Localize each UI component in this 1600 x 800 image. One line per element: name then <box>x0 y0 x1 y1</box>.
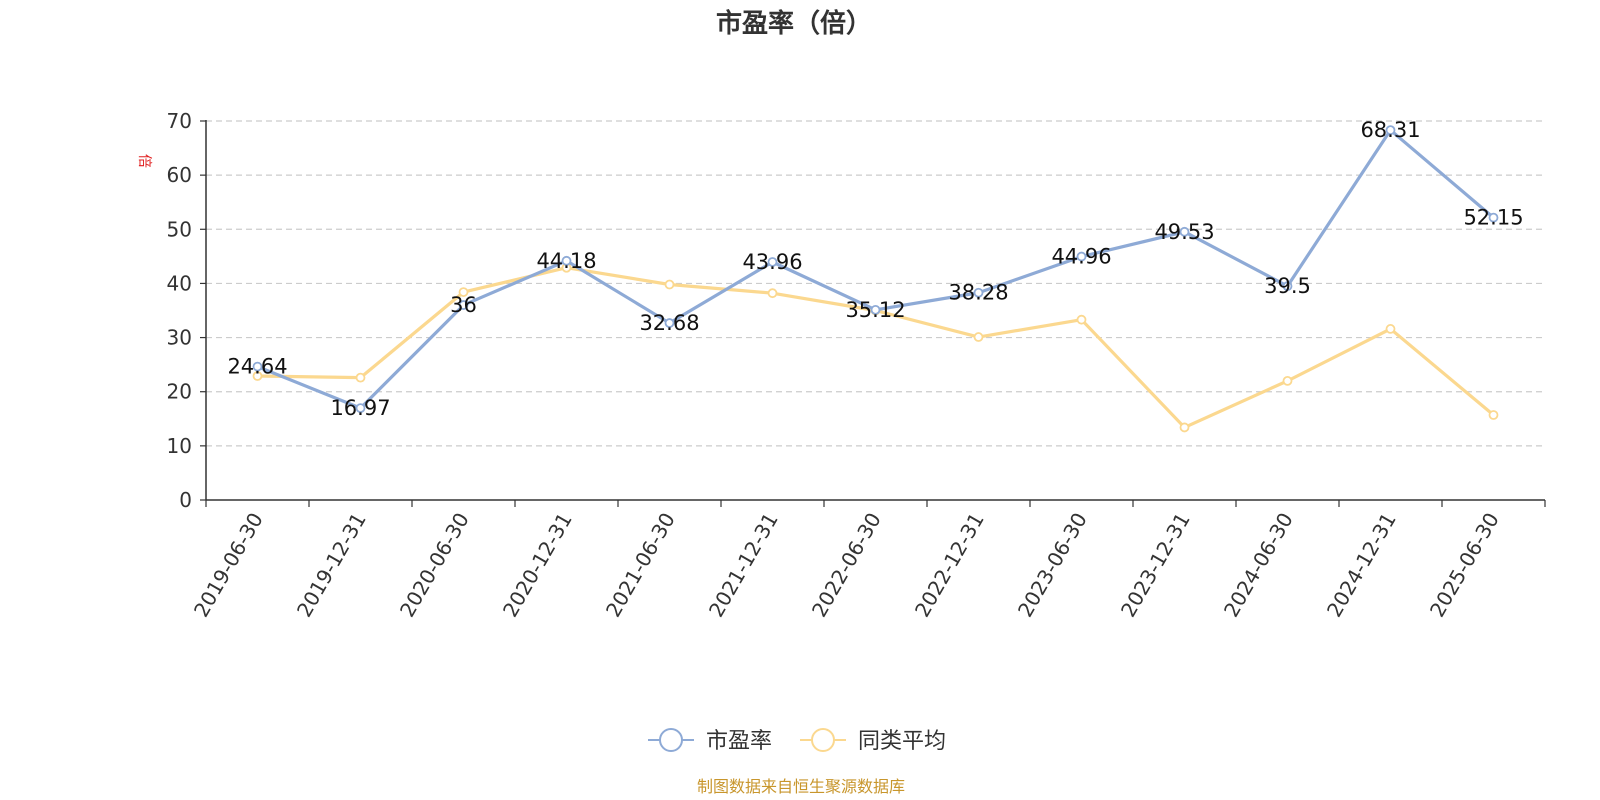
x-tick-label: 2022-06-30 <box>807 509 886 622</box>
data-label-pe: 36 <box>450 293 477 317</box>
data-point-peer-average <box>1076 314 1087 325</box>
data-point-pe <box>1488 212 1499 223</box>
y-axis-unit-label: 倍 <box>136 154 152 168</box>
data-point-pe <box>664 318 675 328</box>
x-tick-label: 2021-06-30 <box>601 509 680 622</box>
legend-label-peer-average: 同类平均 <box>858 729 946 754</box>
x-tick-label: 2025-06-30 <box>1425 509 1504 622</box>
series-line-pe <box>256 128 1495 410</box>
data-label-pe: 43.96 <box>742 250 802 274</box>
legend-marker-peer-average <box>811 728 835 752</box>
data-point-pe <box>252 361 263 372</box>
y-axis-ticks: 0 10 20 30 40 50 60 70 <box>167 109 206 512</box>
data-point-peer-average <box>767 288 778 299</box>
data-point-pe <box>973 287 984 298</box>
data-label-pe: 52.15 <box>1463 206 1523 230</box>
x-axis-ticks: 2019-06-30 2019-12-31 2020-06-30 2020-12-31… <box>189 500 1546 622</box>
data-point-pe <box>1076 251 1087 262</box>
chart-title: 市盈率（倍） <box>716 8 872 39</box>
data-point-peer-average <box>664 279 675 290</box>
data-label-pe: 68.31 <box>1360 118 1420 142</box>
x-tick-label: 2022-12-31 <box>910 509 989 622</box>
x-tick-label: 2024-12-31 <box>1322 509 1401 622</box>
data-point-pe <box>767 257 778 267</box>
data-label-pe: 44.18 <box>536 249 596 273</box>
data-source-note: 制图数据来自恒生聚源数据库 <box>697 777 905 796</box>
x-tick-label: 2023-12-31 <box>1116 509 1195 622</box>
data-label-pe: 35.12 <box>845 298 905 322</box>
data-point-pe <box>1385 125 1396 136</box>
data-point-pe <box>561 255 572 266</box>
data-point-pe <box>1282 281 1293 292</box>
data-label-pe: 39.5 <box>1264 274 1311 298</box>
data-point-pe <box>458 300 469 310</box>
x-tick-label: 2019-12-31 <box>292 509 371 622</box>
y-tick-label: 10 <box>167 434 192 458</box>
data-point-peer-average <box>1385 324 1396 334</box>
data-point-pe <box>1179 226 1190 237</box>
y-tick-label: 70 <box>167 109 192 133</box>
data-point-pe <box>355 403 366 414</box>
legend-marker-pe <box>659 728 683 752</box>
data-point-peer-average <box>355 372 366 383</box>
x-tick-label: 2019-06-30 <box>189 509 268 622</box>
x-tick-label: 2024-06-30 <box>1219 509 1298 622</box>
x-tick-label: 2020-12-31 <box>498 509 577 622</box>
series-group <box>252 125 1499 433</box>
axes <box>205 120 1545 501</box>
data-point-peer-average <box>1488 410 1499 420</box>
data-point-peer-average <box>1282 375 1293 386</box>
data-point-peer-average <box>973 332 984 342</box>
data-point-peer-average <box>1179 422 1190 433</box>
data-label-pe: 32.68 <box>639 311 699 335</box>
data-label-pe: 24.64 <box>227 355 287 379</box>
legend-item-peer-average[interactable]: 同类平均 <box>800 728 946 754</box>
grid-lines <box>206 120 1545 447</box>
y-tick-label: 20 <box>167 380 192 404</box>
y-tick-label: 50 <box>167 217 192 241</box>
y-tick-label: 60 <box>167 163 192 187</box>
x-tick-label: 2020-06-30 <box>395 509 474 622</box>
y-tick-label: 30 <box>167 326 192 350</box>
data-label-pe: 49.53 <box>1154 220 1214 244</box>
x-tick-label: 2021-12-31 <box>704 509 783 622</box>
legend: 市盈率 同类平均 <box>648 728 946 754</box>
data-label-pe: 44.96 <box>1051 245 1111 269</box>
data-point-pe <box>870 304 881 315</box>
x-tick-label: 2023-06-30 <box>1013 509 1092 622</box>
data-label-pe: 38.28 <box>948 281 1008 305</box>
legend-label-pe: 市盈率 <box>706 729 772 754</box>
y-tick-label: 0 <box>179 488 192 512</box>
data-labels: 24.64 16.97 36 44.18 32.68 43.96 35.12 38.28 44.… <box>227 118 1523 420</box>
data-point-peer-average <box>252 371 263 381</box>
y-tick-label: 40 <box>167 271 192 295</box>
data-label-pe: 16.97 <box>330 396 390 420</box>
data-point-peer-average <box>458 287 469 297</box>
legend-item-pe[interactable]: 市盈率 <box>648 728 772 754</box>
